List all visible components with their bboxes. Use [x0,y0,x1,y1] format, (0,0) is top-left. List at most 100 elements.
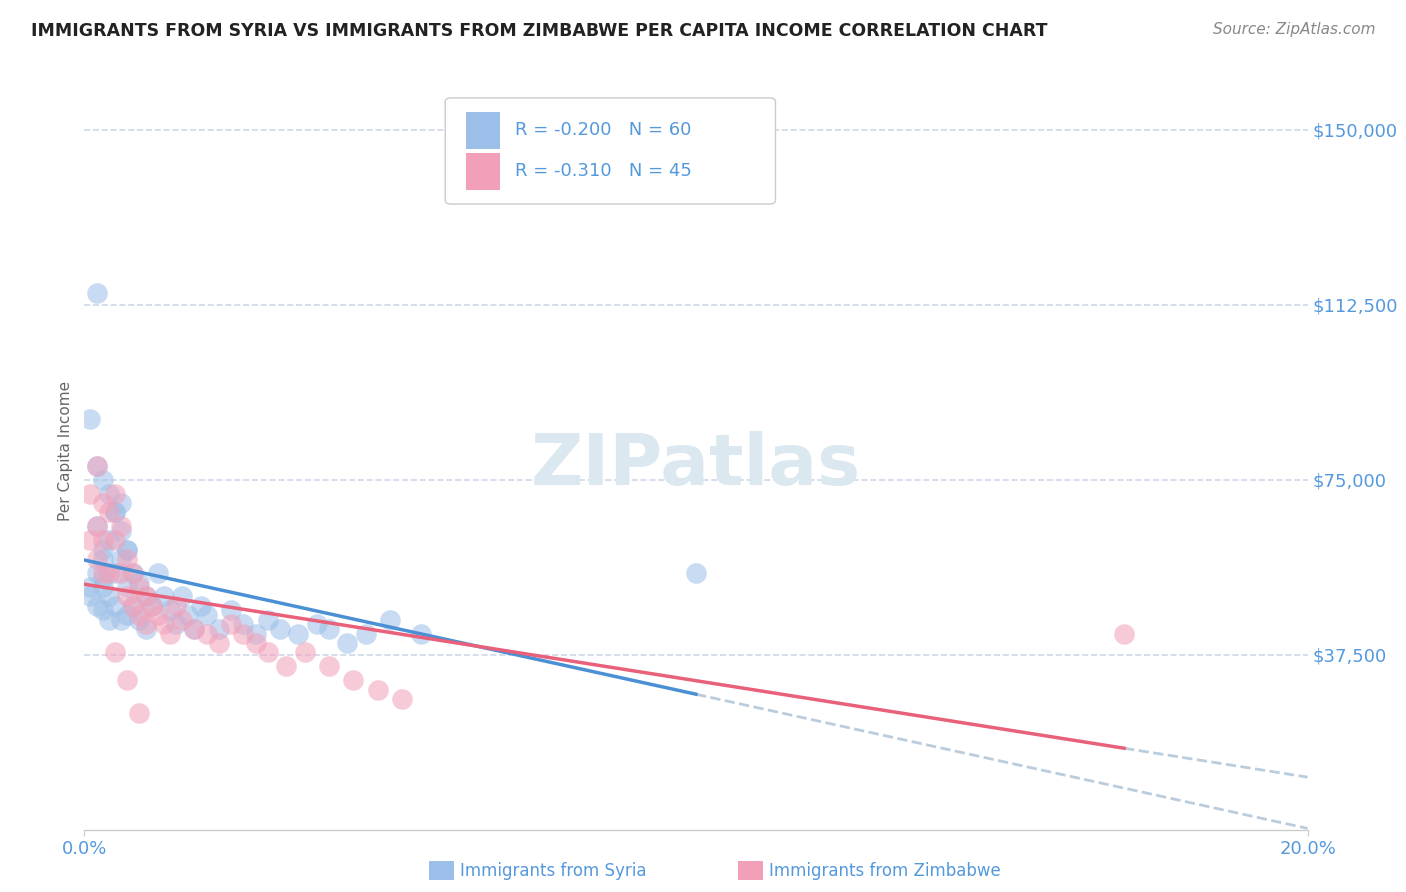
Point [115,542,138,557]
Point [153,617,176,632]
Point [257,645,280,659]
Point [97,486,120,500]
Point [79,589,101,603]
Point [110,496,132,510]
Point [276,659,298,673]
Point [86,519,108,533]
Point [86,599,108,613]
Point [97,566,120,580]
Point [409,626,432,640]
Point [287,626,309,640]
Text: Source: ZipAtlas.com: Source: ZipAtlas.com [1212,22,1375,37]
Point [146,566,169,580]
Point [391,692,413,706]
Point [232,617,254,632]
Point [104,566,127,580]
Point [318,622,340,636]
Point [91,603,114,617]
Point [195,607,218,622]
Point [195,626,218,640]
FancyBboxPatch shape [465,112,501,149]
Point [165,599,187,613]
Point [115,589,138,603]
Text: IMMIGRANTS FROM SYRIA VS IMMIGRANTS FROM ZIMBABWE PER CAPITA INCOME CORRELATION : IMMIGRANTS FROM SYRIA VS IMMIGRANTS FROM… [31,22,1047,40]
Point [104,533,127,548]
Point [86,566,108,580]
Point [86,458,108,473]
Point [91,533,114,548]
Point [141,599,163,613]
FancyBboxPatch shape [446,98,776,204]
Point [86,458,108,473]
Text: ZIPatlas: ZIPatlas [531,431,860,500]
Point [128,706,150,720]
Point [97,505,120,519]
Point [86,519,108,533]
Point [122,566,145,580]
Point [79,580,101,594]
Point [110,566,132,580]
Point [91,571,114,585]
Point [183,622,205,636]
Point [183,622,205,636]
Point [269,622,291,636]
Point [91,580,114,594]
Point [159,626,181,640]
Point [172,589,194,603]
Point [104,645,127,659]
Point [135,622,157,636]
Point [128,580,150,594]
Point [190,599,212,613]
Point [128,575,150,590]
Point [91,552,114,566]
Point [208,622,231,636]
Y-axis label: Per Capita Income: Per Capita Income [58,380,73,521]
Point [219,617,242,632]
Point [232,626,254,640]
Point [128,607,150,622]
Point [122,599,145,613]
Point [367,682,389,697]
Point [104,505,127,519]
Point [79,486,101,500]
Point [141,599,163,613]
Point [110,552,132,566]
Text: Immigrants from Zimbabwe: Immigrants from Zimbabwe [769,862,1001,880]
Point [159,603,181,617]
Point [115,542,138,557]
Point [122,599,145,613]
Point [342,673,364,688]
Point [336,636,359,650]
Point [91,542,114,557]
Point [128,613,150,627]
Text: Immigrants from Syria: Immigrants from Syria [460,862,647,880]
Point [165,617,187,632]
Point [172,613,194,627]
Point [86,285,108,300]
Point [685,566,707,580]
Point [97,589,120,603]
Point [104,599,127,613]
Point [318,659,340,673]
Point [219,603,242,617]
Point [135,589,157,603]
Point [91,566,114,580]
Point [104,486,127,500]
Text: R = -0.310   N = 45: R = -0.310 N = 45 [515,162,692,180]
Point [115,673,138,688]
Point [91,473,114,487]
Point [146,607,169,622]
Point [122,566,145,580]
Point [177,607,200,622]
Point [97,533,120,548]
Point [1114,626,1136,640]
Point [79,412,101,426]
Point [208,636,231,650]
FancyBboxPatch shape [465,153,501,190]
Point [245,636,267,650]
Point [354,626,377,640]
Point [115,552,138,566]
Point [104,505,127,519]
Point [86,552,108,566]
Point [245,626,267,640]
